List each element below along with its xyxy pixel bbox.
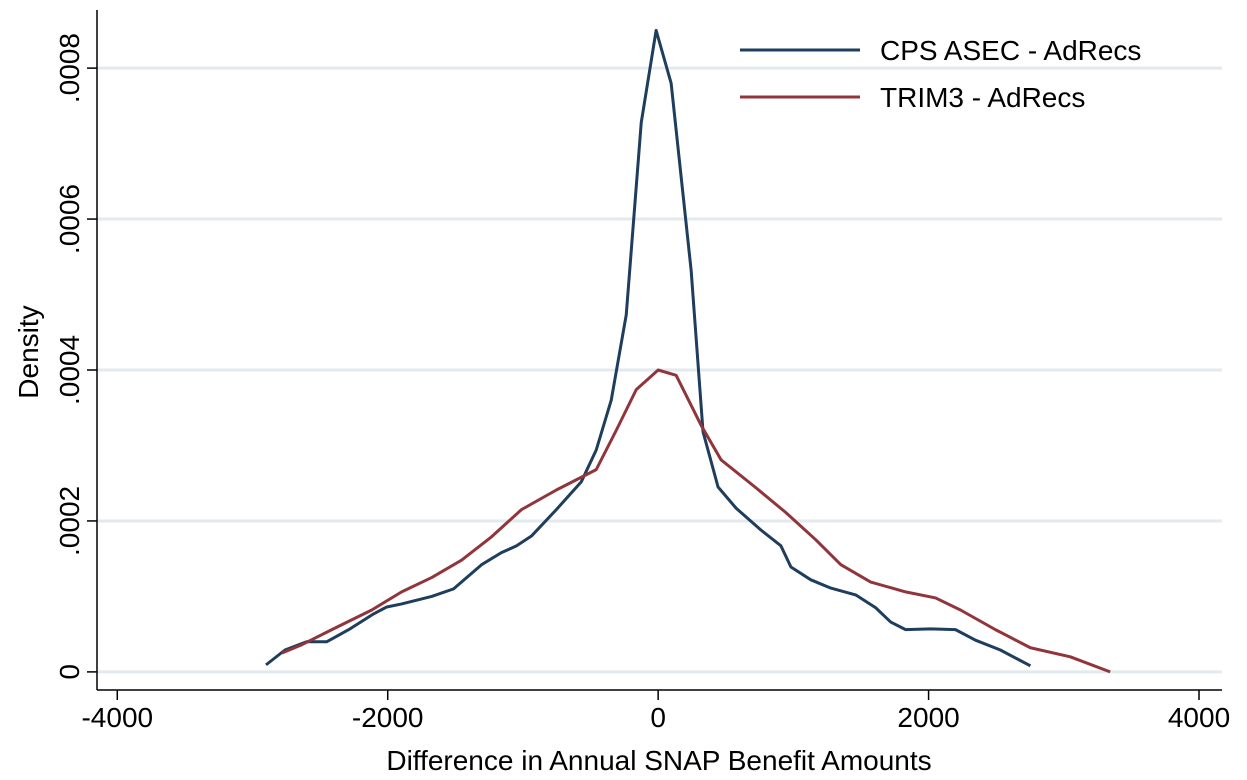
- legend-label: CPS ASEC - AdRecs: [880, 35, 1141, 66]
- density-line: [265, 28, 1032, 668]
- y-tick-label: .0002: [54, 486, 85, 556]
- y-tick-label: .0008: [54, 33, 85, 103]
- legend-label: TRIM3 - AdRecs: [880, 82, 1085, 113]
- y-axis-title: Density: [13, 305, 44, 398]
- y-tick-label: .0004: [54, 335, 85, 405]
- x-tick-label: -4000: [81, 702, 153, 733]
- y-tick-label: .0006: [54, 184, 85, 254]
- density-line: [281, 368, 1111, 674]
- x-tick-label: 2000: [897, 702, 959, 733]
- x-tick-label: 4000: [1168, 702, 1230, 733]
- x-tick-label: -2000: [352, 702, 424, 733]
- x-tick-label: 0: [650, 702, 666, 733]
- y-tick-label: 0: [54, 664, 85, 680]
- x-axis-title: Difference in Annual SNAP Benefit Amount…: [386, 745, 931, 775]
